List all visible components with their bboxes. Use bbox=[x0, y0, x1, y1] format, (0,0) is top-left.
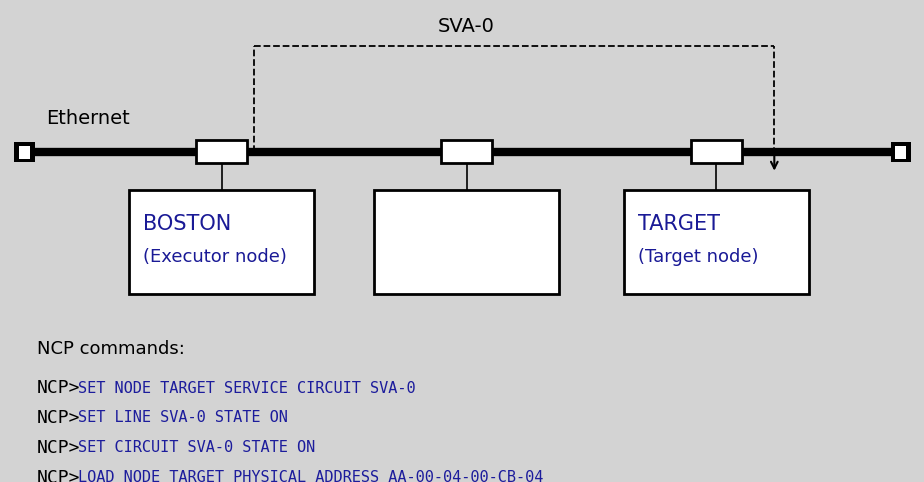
Text: BOSTON: BOSTON bbox=[143, 214, 232, 234]
Bar bbox=[196, 140, 248, 163]
Text: SVA-0: SVA-0 bbox=[438, 17, 495, 36]
Text: NCP>: NCP> bbox=[37, 409, 80, 427]
Text: TARGET: TARGET bbox=[638, 214, 720, 234]
Text: (Executor node): (Executor node) bbox=[143, 248, 287, 266]
Text: NCP>: NCP> bbox=[37, 439, 80, 457]
Bar bbox=[691, 140, 742, 163]
Text: LOAD NODE TARGET PHYSICAL ADDRESS AA-00-04-00-CB-04: LOAD NODE TARGET PHYSICAL ADDRESS AA-00-… bbox=[78, 470, 543, 482]
Text: NCP>: NCP> bbox=[37, 469, 80, 482]
Bar bbox=[624, 190, 808, 294]
Bar bbox=[891, 142, 911, 162]
Bar bbox=[18, 146, 30, 159]
Bar bbox=[374, 190, 559, 294]
Bar bbox=[14, 142, 34, 162]
Bar bbox=[895, 146, 906, 159]
Text: (Target node): (Target node) bbox=[638, 248, 758, 266]
Text: NCP commands:: NCP commands: bbox=[37, 340, 185, 359]
Text: NCP>: NCP> bbox=[37, 379, 80, 397]
Bar bbox=[442, 140, 492, 163]
Text: Ethernet: Ethernet bbox=[46, 108, 129, 128]
Text: SET NODE TARGET SERVICE CIRCUIT SVA-0: SET NODE TARGET SERVICE CIRCUIT SVA-0 bbox=[78, 380, 415, 396]
Bar bbox=[129, 190, 314, 294]
Text: SET LINE SVA-0 STATE ON: SET LINE SVA-0 STATE ON bbox=[78, 410, 287, 426]
Text: SET CIRCUIT SVA-0 STATE ON: SET CIRCUIT SVA-0 STATE ON bbox=[78, 440, 315, 455]
